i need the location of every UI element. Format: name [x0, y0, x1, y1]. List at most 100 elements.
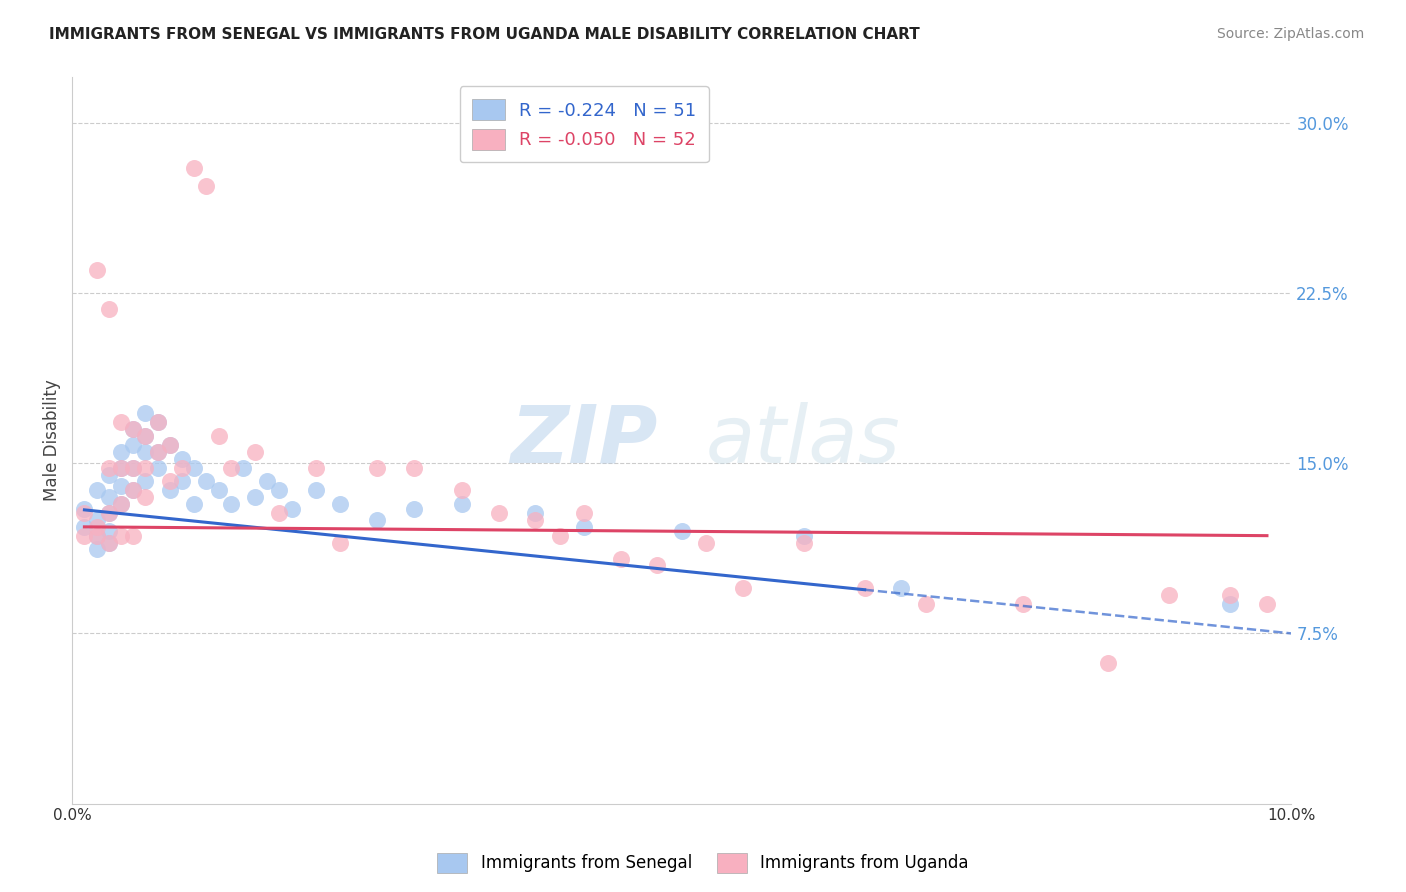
Point — [146, 416, 169, 430]
Point — [695, 535, 717, 549]
Point — [97, 535, 120, 549]
Point — [97, 467, 120, 482]
Point — [97, 301, 120, 316]
Point — [451, 497, 474, 511]
Point — [110, 445, 132, 459]
Point — [110, 497, 132, 511]
Point — [110, 529, 132, 543]
Point — [731, 581, 754, 595]
Point — [402, 501, 425, 516]
Point — [134, 406, 156, 420]
Text: IMMIGRANTS FROM SENEGAL VS IMMIGRANTS FROM UGANDA MALE DISABILITY CORRELATION CH: IMMIGRANTS FROM SENEGAL VS IMMIGRANTS FR… — [49, 27, 920, 42]
Point — [207, 429, 229, 443]
Point — [671, 524, 693, 539]
Point — [159, 483, 181, 498]
Point — [122, 529, 145, 543]
Point — [1159, 588, 1181, 602]
Legend: R = -0.224   N = 51, R = -0.050   N = 52: R = -0.224 N = 51, R = -0.050 N = 52 — [460, 87, 709, 162]
Point — [195, 475, 218, 489]
Point — [183, 497, 205, 511]
Point — [524, 513, 547, 527]
Point — [122, 483, 145, 498]
Point — [269, 506, 291, 520]
Point — [610, 551, 633, 566]
Point — [86, 263, 108, 277]
Point — [793, 535, 815, 549]
Point — [269, 483, 291, 498]
Point — [305, 460, 328, 475]
Point — [122, 422, 145, 436]
Point — [793, 529, 815, 543]
Point — [647, 558, 669, 573]
Point — [146, 445, 169, 459]
Point — [86, 529, 108, 543]
Point — [451, 483, 474, 498]
Point — [86, 513, 108, 527]
Y-axis label: Male Disability: Male Disability — [44, 380, 60, 501]
Point — [73, 506, 96, 520]
Point — [73, 529, 96, 543]
Point — [159, 475, 181, 489]
Point — [159, 438, 181, 452]
Point — [134, 475, 156, 489]
Point — [329, 535, 352, 549]
Point — [86, 542, 108, 557]
Point — [146, 445, 169, 459]
Point — [1012, 597, 1035, 611]
Point — [366, 513, 388, 527]
Point — [134, 490, 156, 504]
Point — [97, 524, 120, 539]
Point — [329, 497, 352, 511]
Point — [183, 161, 205, 176]
Point — [134, 460, 156, 475]
Point — [134, 429, 156, 443]
Point — [97, 506, 120, 520]
Point — [122, 460, 145, 475]
Point — [86, 520, 108, 534]
Point — [219, 460, 242, 475]
Point — [1219, 588, 1241, 602]
Point — [170, 451, 193, 466]
Point — [122, 438, 145, 452]
Point — [890, 581, 912, 595]
Point — [574, 520, 596, 534]
Point — [110, 479, 132, 493]
Point — [97, 490, 120, 504]
Point — [232, 460, 254, 475]
Text: ZIP: ZIP — [510, 401, 658, 480]
Text: atlas: atlas — [706, 401, 901, 480]
Point — [110, 460, 132, 475]
Point — [122, 422, 145, 436]
Point — [183, 460, 205, 475]
Point — [548, 529, 571, 543]
Point — [574, 506, 596, 520]
Point — [110, 460, 132, 475]
Point — [243, 490, 266, 504]
Point — [159, 438, 181, 452]
Point — [86, 483, 108, 498]
Point — [1256, 597, 1278, 611]
Point — [219, 497, 242, 511]
Point — [243, 445, 266, 459]
Point — [134, 429, 156, 443]
Text: Source: ZipAtlas.com: Source: ZipAtlas.com — [1216, 27, 1364, 41]
Legend: Immigrants from Senegal, Immigrants from Uganda: Immigrants from Senegal, Immigrants from… — [430, 847, 976, 880]
Point — [134, 445, 156, 459]
Point — [524, 506, 547, 520]
Point — [170, 460, 193, 475]
Point — [1097, 656, 1119, 670]
Point — [86, 529, 108, 543]
Point — [97, 535, 120, 549]
Point — [146, 460, 169, 475]
Point — [1219, 597, 1241, 611]
Point — [122, 460, 145, 475]
Point — [97, 506, 120, 520]
Point — [122, 483, 145, 498]
Point — [73, 501, 96, 516]
Point — [366, 460, 388, 475]
Point — [914, 597, 936, 611]
Point — [110, 497, 132, 511]
Point — [170, 475, 193, 489]
Point — [195, 179, 218, 194]
Point — [110, 416, 132, 430]
